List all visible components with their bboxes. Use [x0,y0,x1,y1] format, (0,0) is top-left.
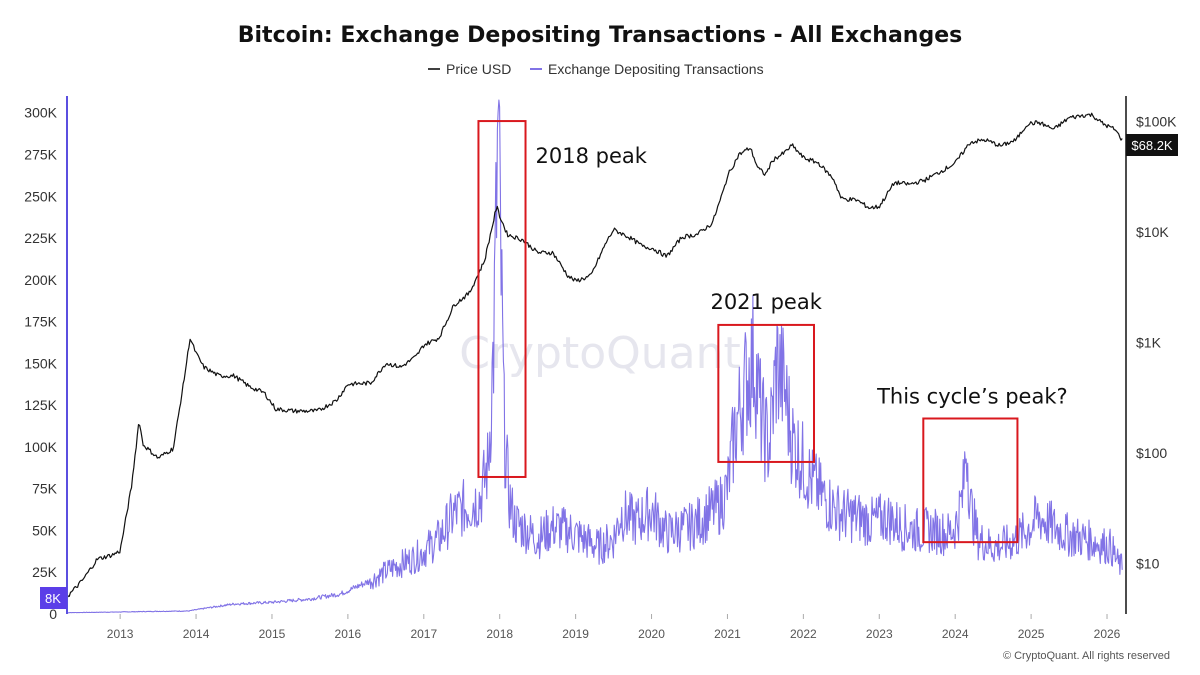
annotation-label: 2018 peak [536,144,648,168]
annotations: 2018 peak 2021 peak This cycle’s peak? [477,120,1068,544]
right-current-value: $68.2K [1131,138,1173,153]
left-tick-label: 125K [24,397,57,413]
chart-title: Bitcoin: Exchange Depositing Transaction… [238,23,962,48]
left-tick-label: 75K [32,481,58,497]
left-tick-label: 300K [24,105,57,121]
legend-transactions-label: Exchange Depositing Transactions [548,61,764,77]
price-series [66,112,1123,599]
right-tick-label: $10 [1136,556,1160,572]
right-tick-label: $1K [1136,335,1162,351]
x-tick-label: 2016 [335,627,362,641]
x-tick-label: 2019 [562,627,589,641]
right-tick-label: $100 [1136,445,1167,461]
left-tick-label: 150K [24,355,57,371]
left-current-badge: 8K [40,587,67,609]
left-tick-label: 25K [32,564,58,580]
legend: Price USD Exchange Depositing Transactio… [428,61,764,77]
left-tick-label: 275K [24,146,57,162]
x-tick-label: 2015 [259,627,286,641]
x-tick-label: 2026 [1094,627,1121,641]
left-tick-label: 0 [49,606,57,622]
x-tick-label: 2023 [866,627,893,641]
left-tick-label: 100K [24,439,57,455]
right-current-badge: $68.2K [1126,134,1178,156]
x-tick-label: 2014 [183,627,210,641]
transactions-series [66,99,1123,614]
left-current-value: 8K [45,591,61,606]
left-tick-label: 200K [24,272,57,288]
annotation-box [922,417,1019,544]
transactions-line [66,99,1123,614]
x-tick-label: 2022 [790,627,817,641]
annotation-box [477,120,527,478]
price-line [66,112,1123,599]
annotation-label: 2021 peak [710,290,822,314]
left-axis-ticks: 0 25K 50K 75K 100K 125K 150K 175K 200K 225K 250K 27… [24,105,57,622]
left-tick-label: 175K [24,314,57,330]
x-tick-label: 2025 [1018,627,1045,641]
watermark: CryptoQuant [459,328,741,379]
left-tick-label: 250K [24,188,57,204]
x-tick-label: 2018 [486,627,513,641]
right-tick-label: $10K [1136,224,1169,240]
right-tick-label: $100K [1136,113,1177,129]
x-tick-label: 2013 [107,627,134,641]
right-axis-ticks: $10 $100 $1K $10K $100K [1136,113,1177,571]
x-tick-label: 2017 [410,627,437,641]
left-tick-label: 50K [32,522,58,538]
left-tick-label: 225K [24,230,57,246]
x-tick-label: 2021 [714,627,741,641]
annotation-box [717,323,815,463]
x-axis-ticks: 2013 2014 2015 2016 2017 2018 2019 2020 2021 2022… [107,614,1121,641]
copyright: © CryptoQuant. All rights reserved [1003,650,1170,662]
x-tick-label: 2024 [942,627,969,641]
annotation-label: This cycle’s peak? [876,384,1068,408]
x-tick-label: 2020 [638,627,665,641]
legend-price-label: Price USD [446,61,511,77]
